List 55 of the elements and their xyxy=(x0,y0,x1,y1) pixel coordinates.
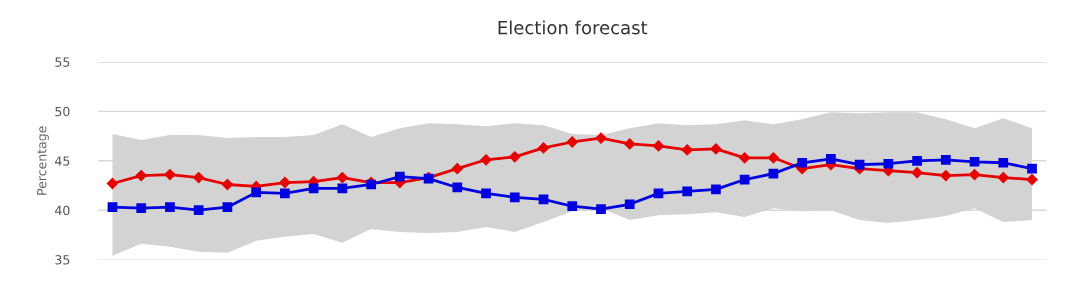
point xyxy=(278,176,291,189)
point xyxy=(164,168,176,181)
y-tick-label: 50 xyxy=(55,106,70,117)
point xyxy=(193,205,204,216)
point xyxy=(107,202,118,213)
point xyxy=(481,188,491,199)
point xyxy=(280,188,290,199)
point xyxy=(135,169,148,182)
point xyxy=(911,166,923,179)
point xyxy=(797,157,807,168)
point xyxy=(566,136,579,148)
point xyxy=(767,151,780,164)
chart-title: Election forecast xyxy=(498,20,648,35)
point xyxy=(738,151,751,164)
point xyxy=(567,201,578,212)
point xyxy=(1026,173,1038,186)
point xyxy=(1027,163,1037,174)
y-tick-label: 40 xyxy=(55,205,70,216)
point xyxy=(998,157,1009,168)
y-tick-label: 55 xyxy=(55,57,70,67)
point xyxy=(451,162,464,175)
point xyxy=(538,194,549,205)
point xyxy=(969,156,980,167)
point xyxy=(136,203,147,214)
point xyxy=(452,182,463,193)
point xyxy=(624,199,635,210)
y-axis-title: Percentage xyxy=(37,126,49,195)
y-tick-label: 35 xyxy=(55,255,70,265)
point xyxy=(682,186,693,197)
point xyxy=(711,184,721,195)
point xyxy=(192,171,205,184)
y-tick-label: 45 xyxy=(55,156,70,166)
point xyxy=(508,150,521,163)
point xyxy=(940,154,951,165)
point xyxy=(854,159,865,170)
point xyxy=(336,171,349,184)
point xyxy=(652,140,665,152)
point xyxy=(883,158,894,169)
point xyxy=(997,171,1010,184)
point xyxy=(337,183,348,194)
point xyxy=(394,171,405,182)
point xyxy=(537,142,550,154)
point xyxy=(826,153,836,164)
point xyxy=(480,153,492,166)
point xyxy=(222,202,233,213)
point xyxy=(509,192,520,203)
point xyxy=(710,143,722,155)
point xyxy=(912,155,922,166)
point xyxy=(165,202,175,213)
point xyxy=(739,174,750,185)
point xyxy=(623,138,636,150)
point xyxy=(596,204,606,215)
point xyxy=(251,187,262,198)
point xyxy=(968,168,981,181)
point xyxy=(939,169,952,182)
